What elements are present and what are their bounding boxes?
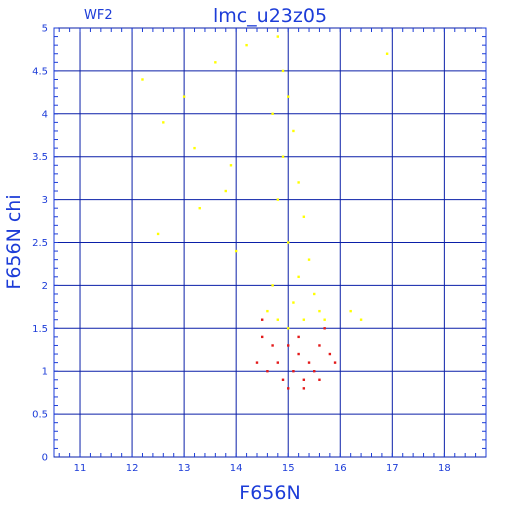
y-tick-label: 5 [42,24,48,35]
data-point [271,112,274,115]
data-point [260,335,264,339]
data-point [302,318,306,321]
data-point [302,387,306,390]
data-point [266,370,269,373]
data-point [276,318,280,321]
data-point [333,361,337,364]
x-tick-label: 12 [126,463,139,474]
x-tick-label: 17 [386,463,399,474]
data-point [297,181,300,184]
y-tick-label: 4.5 [32,66,48,77]
data-point [281,155,285,158]
data-point [162,121,165,124]
data-point [141,78,144,81]
data-point [281,69,285,73]
data-point [297,335,300,339]
x-tick-label: 16 [334,463,347,474]
data-point [271,284,274,287]
x-tick-label: 13 [178,463,191,474]
data-point [302,378,306,381]
data-point [287,241,290,244]
data-point [297,352,300,356]
y-tick-label: 4 [42,109,48,120]
data-point [323,318,326,321]
x-tick-label: 18 [438,463,451,474]
data-point [276,361,280,364]
data-point [292,129,295,133]
data-point [318,378,321,381]
data-point [281,378,285,381]
data-point [318,344,321,347]
data-point [276,35,280,38]
data-point [292,370,295,373]
y-tick-label: 3.5 [32,152,48,163]
x-tick-label: 11 [74,463,87,474]
data-point [234,249,238,253]
data-point [156,232,160,236]
y-tick-label: 0.5 [32,410,48,421]
data-point [385,52,389,55]
y-tick-label: 2.5 [32,238,48,249]
chip-label: WF2 [84,8,113,23]
y-axis-label: F656N chi [3,194,25,290]
y-tick-label: 1.5 [32,324,48,335]
data-point [313,292,316,296]
data-point [255,361,259,364]
y-tick-label: 3 [42,195,48,206]
data-point [266,309,269,313]
data-point [359,318,363,321]
data-point [287,95,290,98]
data-point [307,361,311,364]
data-point [245,43,248,47]
data-point [198,206,201,210]
data-point [287,327,290,330]
chart-title: lmc_u23z05 [212,5,328,27]
data-point [182,95,186,98]
data-point [307,258,311,261]
data-point [287,344,290,347]
x-axis-label: F656N [239,482,301,504]
data-point [349,309,352,313]
data-point [193,146,196,150]
data-point [323,327,326,330]
x-tick-label: 14 [230,463,243,474]
data-point [287,387,290,390]
data-point [328,352,332,356]
data-point [271,344,274,347]
y-tick-label: 2 [42,281,48,292]
data-point [302,215,306,218]
data-point [214,61,217,64]
y-tick-label: 1 [42,367,48,378]
data-point [297,275,300,279]
data-point [229,164,233,167]
x-tick-label: 15 [282,463,295,474]
data-point [260,318,264,321]
data-point [313,370,316,373]
data-point [318,309,321,313]
data-point [224,189,227,193]
data-point [292,301,295,304]
data-point [276,198,280,201]
y-tick-label: 0 [42,453,48,464]
